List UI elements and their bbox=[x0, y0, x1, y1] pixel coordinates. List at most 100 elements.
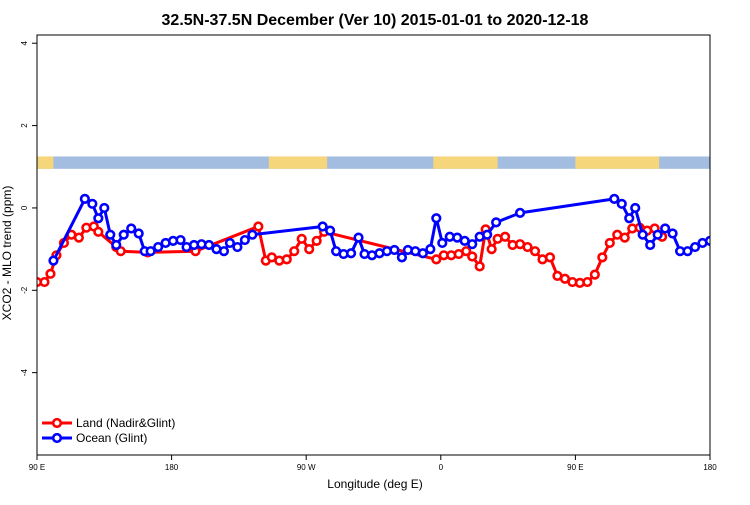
series-1-point-47 bbox=[467, 239, 478, 250]
series-1-point-54 bbox=[624, 213, 635, 224]
series-1 bbox=[48, 193, 710, 266]
series-0-point-47 bbox=[597, 252, 608, 263]
legend-marker-1 bbox=[51, 432, 63, 444]
series-0-point-18 bbox=[281, 254, 292, 265]
series-0-point-14 bbox=[253, 221, 264, 232]
series-1-point-8 bbox=[126, 223, 137, 234]
x-tick-label-0: 90 E bbox=[29, 463, 45, 472]
series-1-point-19 bbox=[203, 239, 215, 251]
legend-label-0: Land (Nadir&Glint) bbox=[76, 416, 175, 430]
y-tick-label-3: 2 bbox=[20, 123, 29, 128]
series-1-point-59 bbox=[660, 223, 671, 234]
series-1-point-41 bbox=[425, 244, 436, 255]
series-1-point-2 bbox=[87, 198, 98, 209]
series-1-point-65 bbox=[704, 235, 710, 246]
series-0-point-6 bbox=[73, 232, 84, 243]
series-0-point-48 bbox=[604, 237, 615, 249]
ocean-band bbox=[37, 156, 710, 169]
land-segment-2 bbox=[433, 156, 498, 169]
series-0-point-19 bbox=[289, 246, 300, 257]
series-0-point-50 bbox=[619, 232, 630, 243]
series-0-point-2 bbox=[45, 268, 56, 279]
series-0-point-21 bbox=[304, 244, 315, 255]
series-1-point-0 bbox=[48, 255, 59, 266]
series-1-point-60 bbox=[667, 228, 678, 239]
series-0-point-40 bbox=[544, 252, 556, 263]
y-tick-label-1: -2 bbox=[20, 286, 29, 294]
land-segment-3 bbox=[575, 156, 660, 169]
series-1-point-50 bbox=[491, 217, 502, 228]
series-0-point-37 bbox=[522, 241, 533, 253]
y-axis-label: XCO2 - MLO trend (ppm) bbox=[0, 186, 14, 321]
x-tick-label-1: 180 bbox=[165, 463, 179, 472]
series-0-point-38 bbox=[529, 246, 541, 257]
series-1-point-22 bbox=[224, 237, 236, 249]
series-1-point-31 bbox=[353, 232, 364, 243]
y-tick-label-2: 0 bbox=[20, 205, 29, 210]
land-ocean-mask bbox=[37, 156, 710, 169]
series-1-point-12 bbox=[153, 241, 164, 253]
series-1-point-42 bbox=[431, 213, 442, 224]
series-1-point-6 bbox=[111, 239, 122, 251]
series-0-point-24 bbox=[431, 254, 442, 265]
series-1-point-4 bbox=[99, 202, 110, 214]
chart-title: 32.5N-37.5N December (Ver 10) 2015-01-01… bbox=[162, 12, 589, 29]
series-1-point-24 bbox=[239, 234, 250, 246]
series-0-point-1 bbox=[39, 276, 50, 288]
x-axis-label: Longitude (deg E) bbox=[327, 477, 422, 491]
legend-label-1: Ocean (Glint) bbox=[76, 431, 147, 445]
series-1-point-30 bbox=[345, 248, 357, 259]
series-1-point-1 bbox=[79, 193, 90, 204]
series-1-point-37 bbox=[396, 252, 408, 263]
series-1-point-56 bbox=[637, 229, 648, 240]
series-0-point-45 bbox=[582, 276, 593, 288]
series-1-point-58 bbox=[652, 229, 663, 240]
series-1-point-55 bbox=[630, 202, 641, 214]
series-1-point-52 bbox=[609, 193, 620, 204]
series-1-point-9 bbox=[133, 228, 144, 239]
legend-marker-0 bbox=[51, 417, 63, 429]
series-0-point-20 bbox=[296, 233, 307, 244]
series-1-point-25 bbox=[247, 229, 258, 240]
x-tick-label-4: 90 E bbox=[567, 463, 583, 472]
series-1-point-40 bbox=[417, 248, 428, 259]
land-segment-1 bbox=[268, 156, 328, 169]
series-0-point-30 bbox=[474, 261, 485, 272]
series-1-point-51 bbox=[514, 207, 526, 218]
series-layer bbox=[37, 193, 710, 288]
series-1-point-26 bbox=[317, 221, 328, 232]
series-1-point-15 bbox=[175, 234, 186, 246]
legend: Land (Nadir&Glint)Ocean (Glint) bbox=[42, 416, 175, 445]
series-0-point-32 bbox=[486, 244, 497, 255]
series-1-point-53 bbox=[616, 198, 627, 209]
series-1-point-36 bbox=[389, 244, 400, 256]
y-tick-label-0: -4 bbox=[20, 369, 29, 377]
x-tick-label-2: 90 W bbox=[297, 463, 316, 472]
series-1-point-5 bbox=[105, 229, 116, 240]
land-segment-0 bbox=[37, 156, 54, 169]
series-1-point-57 bbox=[645, 239, 656, 251]
series-1-point-7 bbox=[118, 229, 129, 240]
series-1-point-62 bbox=[682, 246, 693, 257]
series-0-point-34 bbox=[500, 231, 511, 242]
series-1-point-43 bbox=[437, 237, 448, 249]
series-0-point-9 bbox=[93, 226, 104, 237]
series-1-point-3 bbox=[93, 213, 104, 224]
series-1-point-27 bbox=[325, 225, 336, 236]
plot-frame bbox=[36, 34, 711, 456]
series-1-point-21 bbox=[218, 246, 230, 257]
x-tick-label-3: 0 bbox=[439, 463, 444, 472]
series-1-point-23 bbox=[232, 241, 243, 253]
axes: -4 -2 0 2 4 90 E 180 90 W 0 90 E 180 bbox=[20, 40, 717, 472]
series-0-point-28 bbox=[461, 246, 472, 257]
series-0-point-22 bbox=[311, 235, 322, 246]
y-tick-label-4: 4 bbox=[20, 40, 29, 45]
series-0-point-46 bbox=[589, 269, 600, 280]
series-0-point-29 bbox=[467, 251, 478, 262]
x-tick-label-5: 180 bbox=[703, 463, 717, 472]
series-1-point-11 bbox=[145, 246, 156, 257]
series-1-point-49 bbox=[482, 229, 493, 240]
series-1-point-63 bbox=[689, 241, 701, 253]
